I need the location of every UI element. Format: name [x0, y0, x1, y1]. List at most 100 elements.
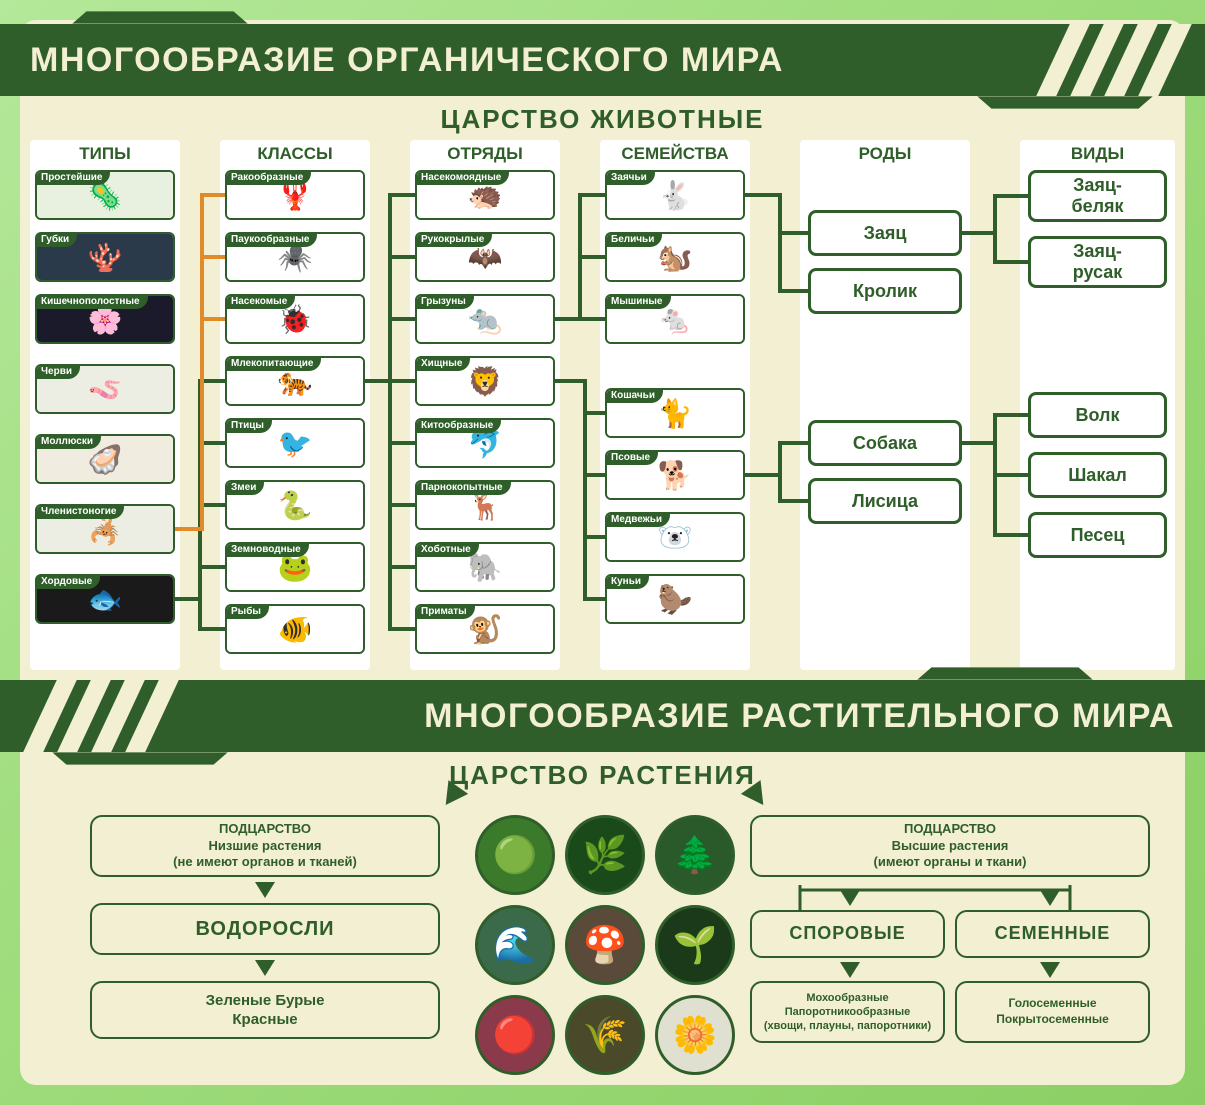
taxon-card: 🐦Птицы — [225, 418, 365, 468]
section-title-animals: ЦАРСТВО ЖИВОТНЫЕ — [0, 104, 1205, 135]
taxon-card: 🐟Хордовые — [35, 574, 175, 624]
taxon-card: 🐇Заячьи — [605, 170, 745, 220]
plant-circle-image: 🔴 — [475, 995, 555, 1075]
section-title-plants: ЦАРСТВО РАСТЕНИЯ — [0, 760, 1205, 791]
taxon-card: 🪸Губки — [35, 232, 175, 282]
plant-circle-image: 🌼 — [655, 995, 735, 1075]
left-main-box: ВОДОРОСЛИ — [90, 903, 440, 955]
arrow-down — [840, 890, 860, 906]
taxon-label: Рыбы — [225, 604, 269, 619]
left-sub-l2: (не имеют органов и тканей) — [173, 854, 357, 871]
column-header-genera: РОДЫ — [800, 144, 970, 164]
plant-circle-image: 🌿 — [565, 815, 645, 895]
banner-stripes — [1053, 24, 1175, 96]
taxon-card: 🐍Змеи — [225, 480, 365, 530]
taxon-card: 🦞Ракообразные — [225, 170, 365, 220]
taxon-label: Простейшие — [35, 170, 110, 185]
banner-mid-title: МНОГООБРАЗИЕ РАСТИТЕЛЬНОГО МИРА — [424, 697, 1175, 736]
taxon-label: Паукообразные — [225, 232, 317, 247]
taxon-label: Змеи — [225, 480, 264, 495]
banner-organic-world: МНОГООБРАЗИЕ ОРГАНИЧЕСКОГО МИРА — [0, 24, 1205, 96]
taxon-card: 🐬Китообразные — [415, 418, 555, 468]
column-header-species: ВИДЫ — [1020, 144, 1175, 164]
taxon-label: Кишечнополостные — [35, 294, 148, 309]
arrow-down — [1040, 962, 1060, 978]
taxon-label: Членистоногие — [35, 504, 124, 519]
taxon-card: 🦫Куньи — [605, 574, 745, 624]
plant-circle-image: 🍄 — [565, 905, 645, 985]
taxon-label: Грызуны — [415, 294, 474, 309]
taxon-text-card: Шакал — [1028, 452, 1167, 498]
taxon-card: 🐞Насекомые — [225, 294, 365, 344]
taxon-label: Псовые — [605, 450, 658, 465]
right-b-sub: Голосеменные Покрытосеменные — [996, 996, 1109, 1027]
taxon-label: Ракообразные — [225, 170, 311, 185]
taxon-label: Хищные — [415, 356, 470, 371]
taxon-card: 🦪Моллюски — [35, 434, 175, 484]
taxon-text-card: Заяц- русак — [1028, 236, 1167, 288]
left-types: Зеленые Бурые Красные — [206, 991, 325, 1030]
taxon-card: 🦠Простейшие — [35, 170, 175, 220]
taxon-label: Земноводные — [225, 542, 309, 557]
animals-taxonomy-area: ТИПЫКЛАССЫОТРЯДЫСЕМЕЙСТВАРОДЫВИДЫ🦠Просте… — [30, 140, 1175, 670]
right-b-sub-box: Голосеменные Покрытосеменные — [955, 981, 1150, 1043]
taxon-card: 🐀Грызуны — [415, 294, 555, 344]
taxon-card: 🕷️Паукообразные — [225, 232, 365, 282]
taxon-label: Беличьи — [605, 232, 662, 247]
taxon-text-card: Заяц- беляк — [1028, 170, 1167, 222]
taxon-card: 🐁Мышиные — [605, 294, 745, 344]
arrow-down — [255, 960, 275, 976]
column-header-classes: КЛАССЫ — [220, 144, 370, 164]
right-sub-l1: Высшие растения — [892, 838, 1009, 855]
taxon-card: 🐿️Беличьи — [605, 232, 745, 282]
taxon-label: Хоботные — [415, 542, 479, 557]
taxon-label: Приматы — [415, 604, 475, 619]
taxon-card: 🐻‍❄️Медвежьи — [605, 512, 745, 562]
taxon-card: 🐘Хоботные — [415, 542, 555, 592]
taxon-text-card: Заяц — [808, 210, 962, 256]
left-sub-title: ПОДЦАРСТВО — [219, 821, 311, 838]
right-a-box: СПОРОВЫЕ — [750, 910, 945, 958]
taxon-label: Парнокопытные — [415, 480, 511, 495]
plant-circle-image: 🌊 — [475, 905, 555, 985]
taxon-label: Мышиные — [605, 294, 671, 309]
right-a-sub-box: Мохообразные Папоротникообразные (хвощи,… — [750, 981, 945, 1043]
left-main-label: ВОДОРОСЛИ — [195, 916, 334, 942]
plant-circle-image: 🌱 — [655, 905, 735, 985]
taxon-text-card: Волк — [1028, 392, 1167, 438]
plants-taxonomy-area: ПОДЦАРСТВО Низшие растения (не имеют орг… — [30, 790, 1175, 1080]
plant-circle-image: 🌾 — [565, 995, 645, 1075]
taxon-text-card: Кролик — [808, 268, 962, 314]
taxon-card: 🐒Приматы — [415, 604, 555, 654]
taxon-label: Кошачьи — [605, 388, 663, 403]
taxon-label: Заячьи — [605, 170, 655, 185]
banner-top-title: МНОГООБРАЗИЕ ОРГАНИЧЕСКОГО МИРА — [30, 41, 784, 80]
right-a-sub: Мохообразные Папоротникообразные (хвощи,… — [764, 991, 931, 1034]
right-subkingdom-box: ПОДЦАРСТВО Высшие растения (имеют органы… — [750, 815, 1150, 877]
taxon-label: Млекопитающие — [225, 356, 321, 371]
right-a-label: СПОРОВЫЕ — [789, 922, 905, 945]
taxon-card: 🐈Кошачьи — [605, 388, 745, 438]
taxon-label: Птицы — [225, 418, 272, 433]
taxon-card: 🦁Хищные — [415, 356, 555, 406]
taxon-label: Куньи — [605, 574, 649, 589]
taxon-card: 🐅Млекопитающие — [225, 356, 365, 406]
column-header-orders: ОТРЯДЫ — [410, 144, 560, 164]
taxon-card: 🦔Насекомоядные — [415, 170, 555, 220]
taxon-card: 🐠Рыбы — [225, 604, 365, 654]
plant-circle-image: 🟢 — [475, 815, 555, 895]
taxon-text-card: Лисица — [808, 478, 962, 524]
taxon-label: Насекомоядные — [415, 170, 509, 185]
taxon-label: Хордовые — [35, 574, 100, 589]
taxon-card: 🐕Псовые — [605, 450, 745, 500]
arrow-down — [840, 962, 860, 978]
plant-circle-image: 🌲 — [655, 815, 735, 895]
arrow-down — [1040, 890, 1060, 906]
taxon-label: Черви — [35, 364, 80, 379]
taxon-label: Рукокрылые — [415, 232, 492, 247]
left-types-box: Зеленые Бурые Красные — [90, 981, 440, 1039]
taxon-card: 🦂Членистоногие — [35, 504, 175, 554]
left-subkingdom-box: ПОДЦАРСТВО Низшие растения (не имеют орг… — [90, 815, 440, 877]
arrow-down — [255, 882, 275, 898]
left-sub-l1: Низшие растения — [209, 838, 322, 855]
